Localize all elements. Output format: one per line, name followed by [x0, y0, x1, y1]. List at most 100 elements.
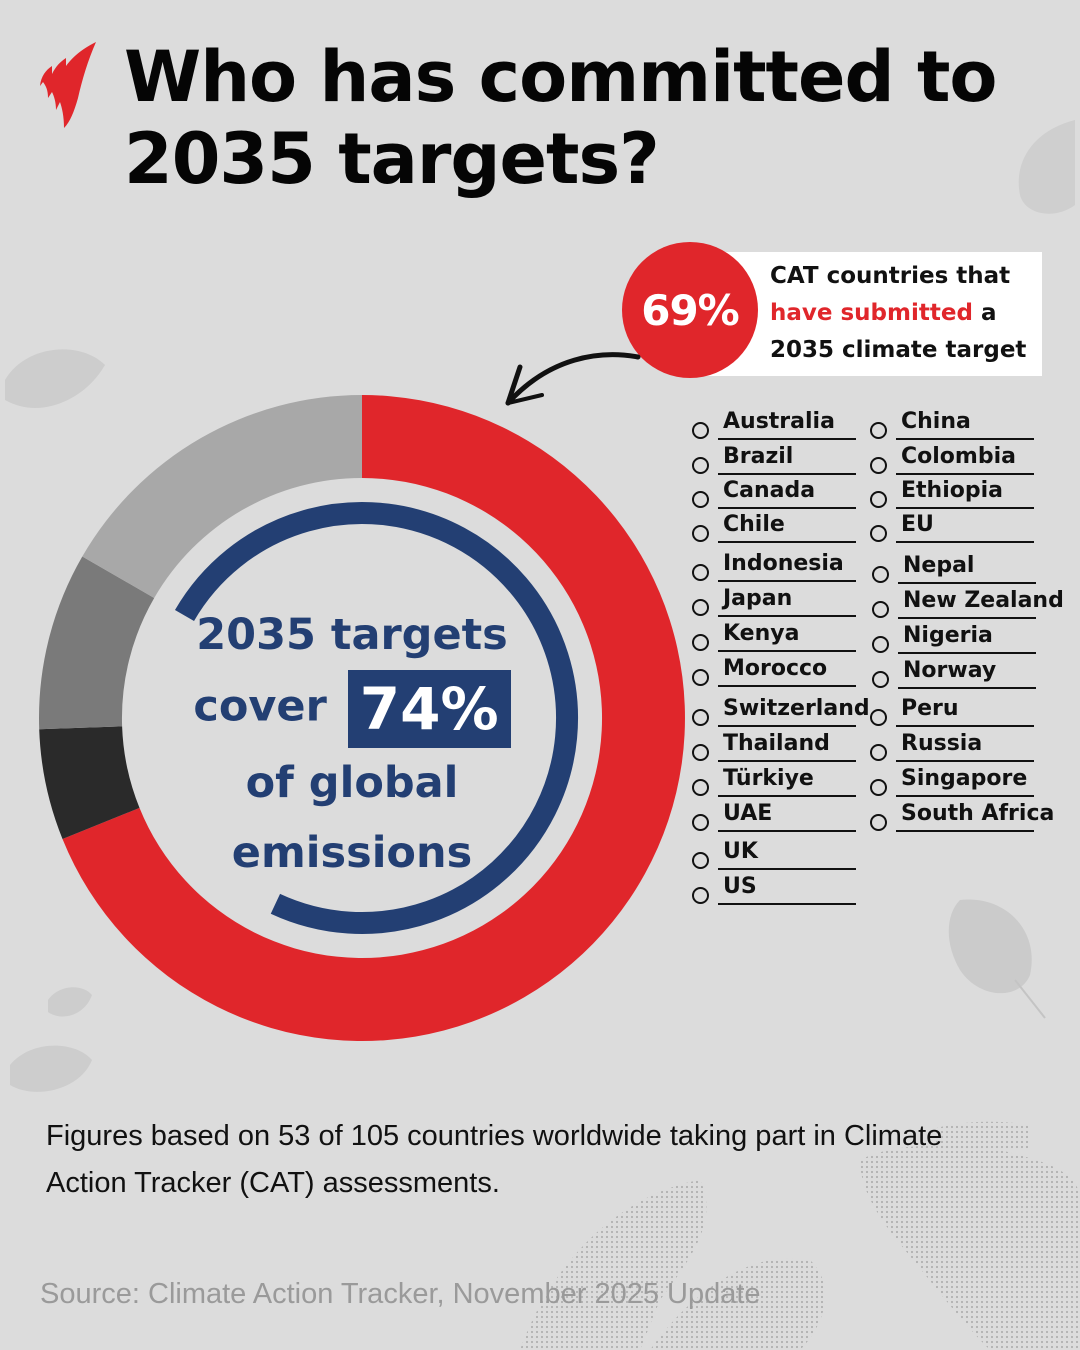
country-label: Australia: [723, 409, 835, 434]
radio-circle-icon: [870, 491, 887, 508]
country-underline: Türkiye: [718, 765, 856, 797]
country-label: Kenya: [723, 621, 800, 646]
leaf-decoration: [5, 349, 105, 408]
radio-circle-icon: [692, 744, 709, 761]
radio-circle-icon: [870, 814, 887, 831]
country-label: UK: [723, 839, 758, 864]
country-label: Nigeria: [903, 623, 993, 648]
leaf-decoration: [948, 899, 1046, 1019]
leaf-decoration: [10, 1045, 92, 1092]
country-underline: UAE: [718, 800, 856, 832]
country-label: Peru: [901, 696, 959, 721]
country-label: Canada: [723, 478, 816, 503]
radio-circle-icon: [692, 422, 709, 439]
country-label: Norway: [903, 658, 997, 683]
country-underline: China: [896, 408, 1034, 440]
country-label: New Zealand: [903, 588, 1064, 613]
callout-percent: 69%: [641, 285, 740, 335]
radio-circle-icon: [692, 887, 709, 904]
country-label: Russia: [901, 731, 983, 756]
source-credit: Source: Climate Action Tracker, November…: [40, 1278, 761, 1310]
leaf-decoration: [1018, 120, 1075, 214]
country-item: Japan: [692, 583, 856, 617]
country-item: Nigeria: [872, 620, 1036, 654]
radio-circle-icon: [692, 491, 709, 508]
page-title: Who has committed to 2035 targets?: [124, 36, 997, 200]
center-line-2: cover 74%: [162, 670, 542, 748]
country-label: Switzerland: [723, 696, 870, 721]
radio-circle-icon: [872, 601, 889, 618]
country-underline: Russia: [896, 730, 1034, 762]
center-line-3: of global: [245, 758, 459, 808]
country-item: Colombia: [870, 441, 1034, 475]
country-underline: Brazil: [718, 443, 856, 475]
radio-circle-icon: [872, 636, 889, 653]
country-item: Chile: [692, 509, 856, 543]
country-item: Switzerland: [692, 693, 870, 727]
country-item: South Africa: [870, 798, 1054, 832]
radio-circle-icon: [692, 709, 709, 726]
radio-circle-icon: [870, 709, 887, 726]
center-line-1: 2035 targets: [196, 610, 508, 660]
radio-circle-icon: [872, 566, 889, 583]
country-label: Türkiye: [723, 766, 814, 791]
country-item: UAE: [692, 798, 856, 832]
country-item: Türkiye: [692, 763, 856, 797]
country-underline: Switzerland: [718, 695, 870, 727]
radio-circle-icon: [870, 457, 887, 474]
callout-text-part1: CAT countries that: [770, 263, 1011, 289]
country-underline: Chile: [718, 511, 856, 543]
country-item: Australia: [692, 406, 856, 440]
country-underline: Peru: [896, 695, 1034, 727]
donut-chart: [39, 395, 685, 1041]
country-label: Chile: [723, 512, 785, 537]
country-underline: Singapore: [896, 765, 1034, 797]
title-line-1: Who has committed to: [124, 36, 997, 118]
radio-circle-icon: [692, 852, 709, 869]
country-item: US: [692, 871, 856, 905]
country-label: Colombia: [901, 444, 1016, 469]
country-item: Kenya: [692, 618, 856, 652]
footnote: Figures based on 53 of 105 countries wor…: [46, 1120, 943, 1199]
radio-circle-icon: [872, 671, 889, 688]
country-underline: Indonesia: [718, 550, 856, 582]
segment-mid-grey: [39, 556, 155, 730]
country-underline: Colombia: [896, 443, 1034, 475]
donut-center-label: 2035 targets cover 74% of global emissio…: [162, 600, 542, 888]
country-label: Morocco: [723, 656, 828, 681]
radio-circle-icon: [692, 669, 709, 686]
country-underline: Japan: [718, 585, 856, 617]
country-item: Indonesia: [692, 548, 856, 582]
country-item: Nepal: [872, 550, 1036, 584]
emissions-arc: [174, 502, 579, 934]
segment-dark: [39, 726, 140, 839]
country-item: Morocco: [692, 653, 856, 687]
country-underline: Kenya: [718, 620, 856, 652]
country-label: US: [723, 874, 757, 899]
outer-ring: [39, 395, 685, 1041]
country-underline: Canada: [718, 477, 856, 509]
radio-circle-icon: [692, 564, 709, 581]
country-label: Brazil: [723, 444, 794, 469]
country-underline: US: [718, 873, 856, 905]
country-item: EU: [870, 509, 1034, 543]
country-label: UAE: [723, 801, 773, 826]
country-underline: New Zealand: [898, 587, 1064, 619]
country-item: UK: [692, 836, 856, 870]
radio-circle-icon: [692, 599, 709, 616]
curved-arrow-icon: [505, 352, 641, 406]
country-underline: South Africa: [896, 800, 1054, 832]
callout-text-part2: a 2035 climate target: [770, 300, 1027, 363]
country-item: China: [870, 406, 1034, 440]
center-cover-word: cover: [193, 681, 327, 732]
country-label: Indonesia: [723, 551, 844, 576]
leaf-decoration: [48, 987, 92, 1017]
country-item: Ethiopia: [870, 475, 1034, 509]
callout-text-highlight: have submitted: [770, 300, 973, 326]
country-label: Japan: [723, 586, 793, 611]
emissions-percent: 74%: [347, 670, 511, 748]
radio-circle-icon: [692, 457, 709, 474]
country-label: Thailand: [723, 731, 830, 756]
country-underline: UK: [718, 838, 856, 870]
